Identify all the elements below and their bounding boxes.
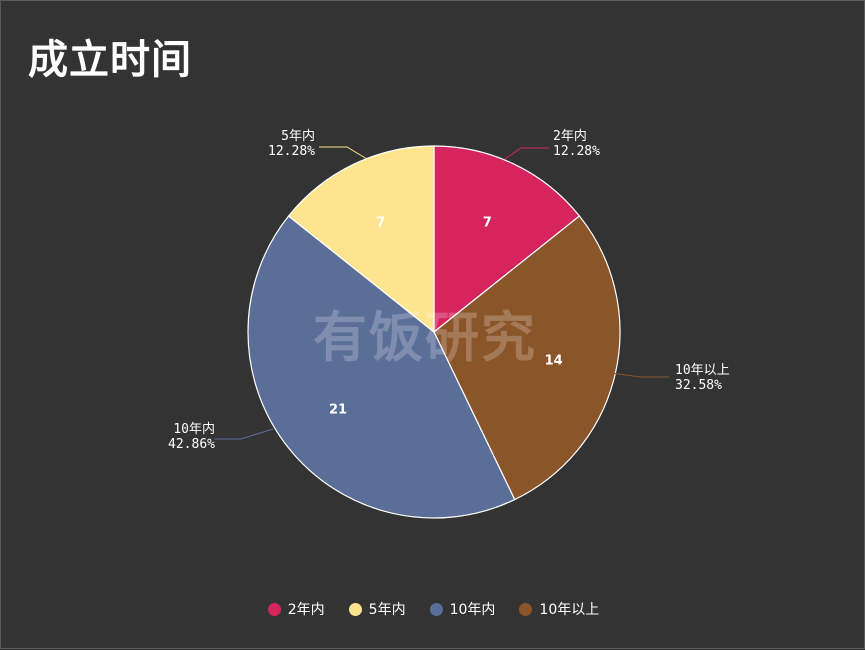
legend-item-5y[interactable]: 5年内	[348, 599, 406, 619]
legend-swatch-2y	[267, 602, 281, 616]
legend-swatch-10y-plus	[519, 602, 533, 616]
slice-value-label-10y: 21	[329, 403, 347, 418]
legend-swatch-5y	[348, 602, 362, 616]
leader-line-10y	[214, 428, 274, 440]
chart-title: 成立时间	[28, 37, 192, 83]
leader-line-2y	[504, 147, 549, 160]
chart-legend: 2年内 5年内 10年内 10年以上	[1, 599, 865, 619]
slice-value-label-5y: 7	[376, 215, 385, 230]
slice-outer-label-10y: 10年内 42.86%	[168, 421, 215, 452]
leader-line-10y-plus	[610, 372, 669, 378]
legend-swatch-10y	[429, 602, 443, 616]
pie-slice-2y[interactable]	[433, 145, 581, 334]
legend-item-10y-plus[interactable]: 10年以上	[519, 599, 599, 619]
legend-label-5y: 5年内	[368, 602, 406, 618]
slice-value-label-10y-plus: 14	[545, 353, 563, 368]
slice-outer-label-5y: 5年内 12.28%	[268, 128, 315, 159]
legend-label-2y: 2年内	[287, 602, 325, 618]
legend-label-10y: 10年内	[449, 602, 496, 618]
leader-line-5y	[319, 146, 368, 160]
slice-value-label-2y: 7	[483, 215, 492, 230]
legend-item-2y[interactable]: 2年内	[267, 599, 325, 619]
legend-item-10y[interactable]: 10年内	[429, 599, 496, 619]
legend-label-10y-plus: 10年以上	[539, 602, 600, 618]
pie-slice-5y[interactable]	[287, 145, 435, 334]
slice-outer-label-2y: 2年内 12.28%	[553, 128, 600, 159]
pie-slice-10y[interactable]	[247, 215, 516, 519]
slice-outer-label-10y-plus: 10年以上 32.58%	[675, 363, 730, 393]
